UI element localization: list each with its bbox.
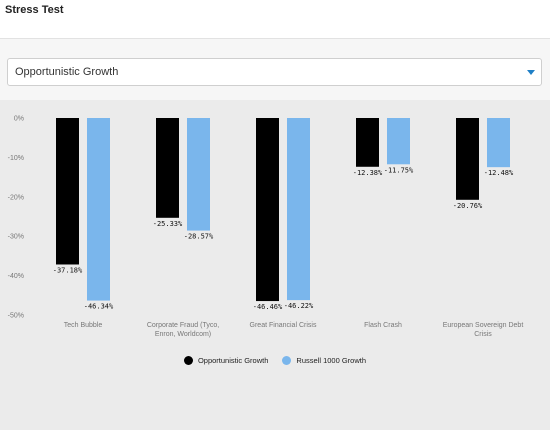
x-category-label: Great Financial Crisis: [250, 322, 317, 329]
bar-opportunistic-growth: [256, 118, 279, 302]
bar-opportunistic-growth: [56, 118, 79, 265]
x-category-label: Corporate Fraud (Tyco, Enron, Worldcom): [147, 322, 219, 338]
bar-russell-1000-growth: [487, 118, 510, 168]
y-tick-label: -10%: [8, 155, 24, 162]
data-label: -12.38%: [353, 169, 383, 177]
legend-swatch-series-2: [282, 355, 292, 365]
bar-opportunistic-growth: [456, 118, 479, 200]
data-label: -46.46%: [253, 303, 283, 311]
data-label: -12.48%: [484, 169, 514, 177]
bar-opportunistic-growth: [156, 118, 179, 218]
data-label: -11.75%: [384, 166, 414, 174]
y-tick-label: -40%: [8, 273, 24, 280]
data-label: -20.76%: [453, 202, 483, 210]
chart-legend: Opportunistic Growth Russell 1000 Growth: [0, 353, 550, 367]
bar-russell-1000-growth: [87, 118, 110, 301]
chevron-down-icon[interactable]: [527, 70, 535, 75]
legend-item-series-1[interactable]: Opportunistic Growth: [183, 355, 269, 365]
x-category-label: European Sovereign Debt Crisis: [443, 322, 524, 338]
data-label: -25.33%: [153, 220, 183, 228]
data-label: -46.22%: [284, 302, 314, 310]
x-category-label: Flash Crash: [364, 322, 402, 329]
y-tick-label: -50%: [8, 313, 24, 320]
header-bar: Stress Test: [0, 0, 550, 39]
data-label: -46.34%: [84, 303, 114, 311]
data-label: -28.57%: [184, 233, 214, 241]
portfolio-select-value: Opportunistic Growth: [15, 66, 119, 78]
page-title: Stress Test: [5, 4, 64, 16]
x-category-label: Tech Bubble: [64, 322, 103, 329]
bar-russell-1000-growth: [387, 118, 410, 165]
y-tick-label: -30%: [8, 234, 24, 241]
y-tick-label: -20%: [8, 194, 24, 201]
data-label: -37.18%: [53, 266, 83, 274]
portfolio-select[interactable]: Opportunistic Growth: [7, 58, 542, 86]
bar-russell-1000-growth: [287, 118, 310, 301]
legend-item-series-2[interactable]: Russell 1000 Growth: [282, 355, 367, 365]
bar-russell-1000-growth: [187, 118, 210, 231]
legend-swatch-series-1: [183, 355, 193, 365]
y-tick-label: 0%: [14, 116, 24, 123]
legend-label-series-1: Opportunistic Growth: [197, 355, 269, 365]
legend-label-series-2: Russell 1000 Growth: [296, 355, 367, 365]
bar-opportunistic-growth: [356, 118, 379, 167]
